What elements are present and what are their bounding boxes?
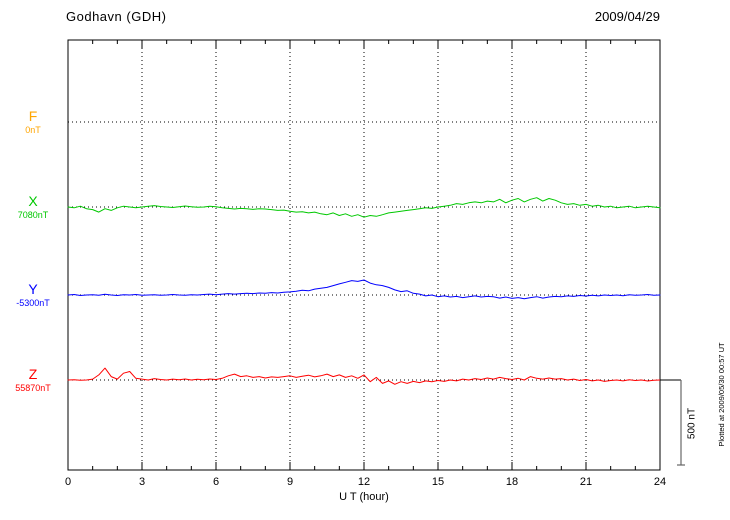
x-tick-label-12: 12 [357,476,371,488]
series-baseline-value-X: 7080nT [17,210,49,220]
series-label-Z: Z [28,366,38,382]
series-baseline-value-Z: 55870nT [15,383,51,393]
series-label-F: F [28,108,38,124]
trace-Y [67,279,661,300]
x-tick-label-24: 24 [653,476,667,488]
x-tick-label-15: 15 [431,476,445,488]
station-title: Godhavn (GDH) [66,9,167,24]
plotted-timestamp-note: Plotted at 2009/05/30 00:57 UT [717,342,726,447]
scale-bar-label: 500 nT [686,407,698,440]
series-baseline-value-Y: -5300nT [16,298,50,308]
trace-Z [67,367,661,385]
x-tick-label-9: 9 [286,476,294,488]
plot-date: 2009/04/29 [594,9,660,24]
x-tick-label-21: 21 [579,476,593,488]
series-baseline-value-F: 0nT [25,125,41,135]
x-tick-label-3: 3 [138,476,146,488]
x-tick-label-0: 0 [64,476,72,488]
x-tick-label-6: 6 [212,476,220,488]
trace-X [67,197,661,218]
x-tick-label-18: 18 [505,476,519,488]
x-axis-title: U T (hour) [339,491,389,503]
series-label-Y: Y [28,281,38,297]
series-label-X: X [28,193,38,209]
